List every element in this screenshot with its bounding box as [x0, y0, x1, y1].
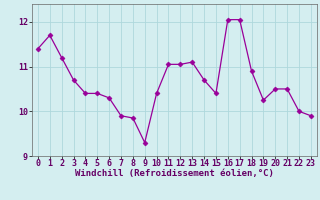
X-axis label: Windchill (Refroidissement éolien,°C): Windchill (Refroidissement éolien,°C): [75, 169, 274, 178]
